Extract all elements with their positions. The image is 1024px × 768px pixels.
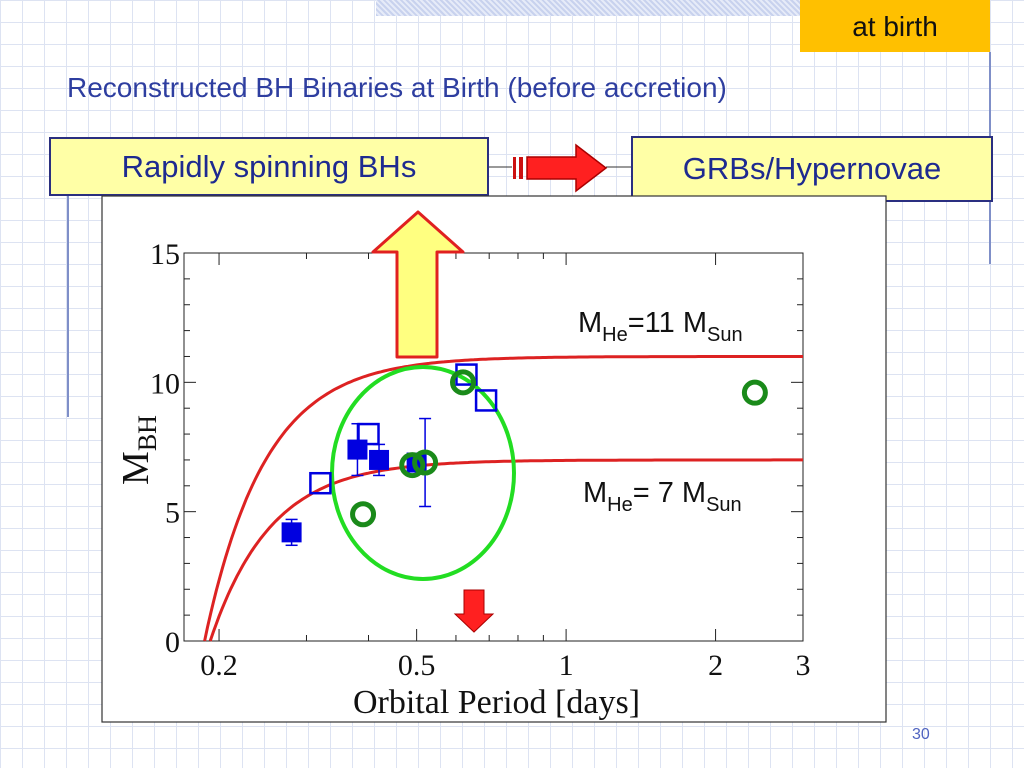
data-point-open-circle [350, 501, 377, 528]
x-tick-label: 1 [559, 649, 574, 682]
data-point-open-square [309, 471, 332, 495]
y-axis-label: MBH [115, 415, 162, 485]
y-tick-label: 10 [150, 367, 180, 400]
mass-curve-7 [208, 458, 803, 642]
x-tick-label: 0.5 [398, 649, 436, 682]
left-decor-line [67, 195, 69, 417]
y-tick-label: 15 [150, 238, 180, 271]
mass-curve-11 [203, 355, 803, 642]
x-axis-label: Orbital Period [days] [353, 684, 640, 721]
grbs-hypernovae-box: GRBs/Hypernovae [631, 136, 993, 202]
data-point-open-circle [412, 449, 439, 476]
slide-title: Reconstructed BH Binaries at Birth (befo… [67, 72, 727, 103]
page-number: 30 [912, 726, 930, 743]
x-tick-label: 3 [796, 649, 811, 682]
data-point-filled-square [369, 449, 390, 470]
highlight-ellipse [330, 365, 516, 581]
chart: 0 5 10 15 0.2 0.5 1 2 3 Orbital Period [days] MBH M… [115, 238, 811, 721]
plot-axes [183, 252, 804, 642]
y-tick-label: 5 [165, 497, 180, 530]
curve-label: MHe=11 MSun [578, 307, 743, 346]
right-arrow-icon [513, 143, 608, 193]
x-tick-label: 2 [708, 649, 723, 682]
data-point-open-circle [741, 379, 768, 406]
data-point-open-square [474, 389, 498, 412]
at-birth-tag: at birth [800, 0, 990, 52]
down-arrow-icon [453, 589, 495, 633]
data-point-open-circle [450, 369, 477, 396]
data-point-filled-square [281, 522, 302, 543]
x-tick-label: 0.2 [200, 649, 238, 682]
data-point-open-circle [399, 452, 426, 479]
curve-label: MHe= 7 MSun [583, 477, 742, 516]
up-arrow-icon [371, 210, 465, 359]
y-tick-label: 0 [165, 626, 180, 659]
top-decor-strip [376, 0, 800, 16]
rapidly-spinning-box: Rapidly spinning BHs [49, 137, 489, 196]
data-point-open-square [357, 422, 380, 446]
